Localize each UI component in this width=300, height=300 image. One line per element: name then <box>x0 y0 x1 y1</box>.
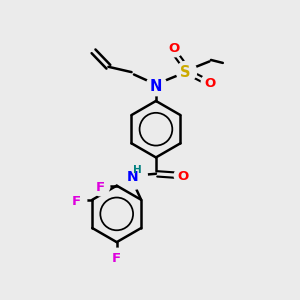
Text: S: S <box>180 65 191 80</box>
Text: F: F <box>95 181 105 194</box>
Text: F: F <box>72 195 81 208</box>
Text: O: O <box>205 76 216 90</box>
Text: O: O <box>178 170 189 183</box>
Text: H: H <box>133 165 142 175</box>
Text: F: F <box>112 252 121 265</box>
Text: O: O <box>169 42 180 55</box>
Text: N: N <box>127 170 139 184</box>
Text: N: N <box>150 79 162 94</box>
